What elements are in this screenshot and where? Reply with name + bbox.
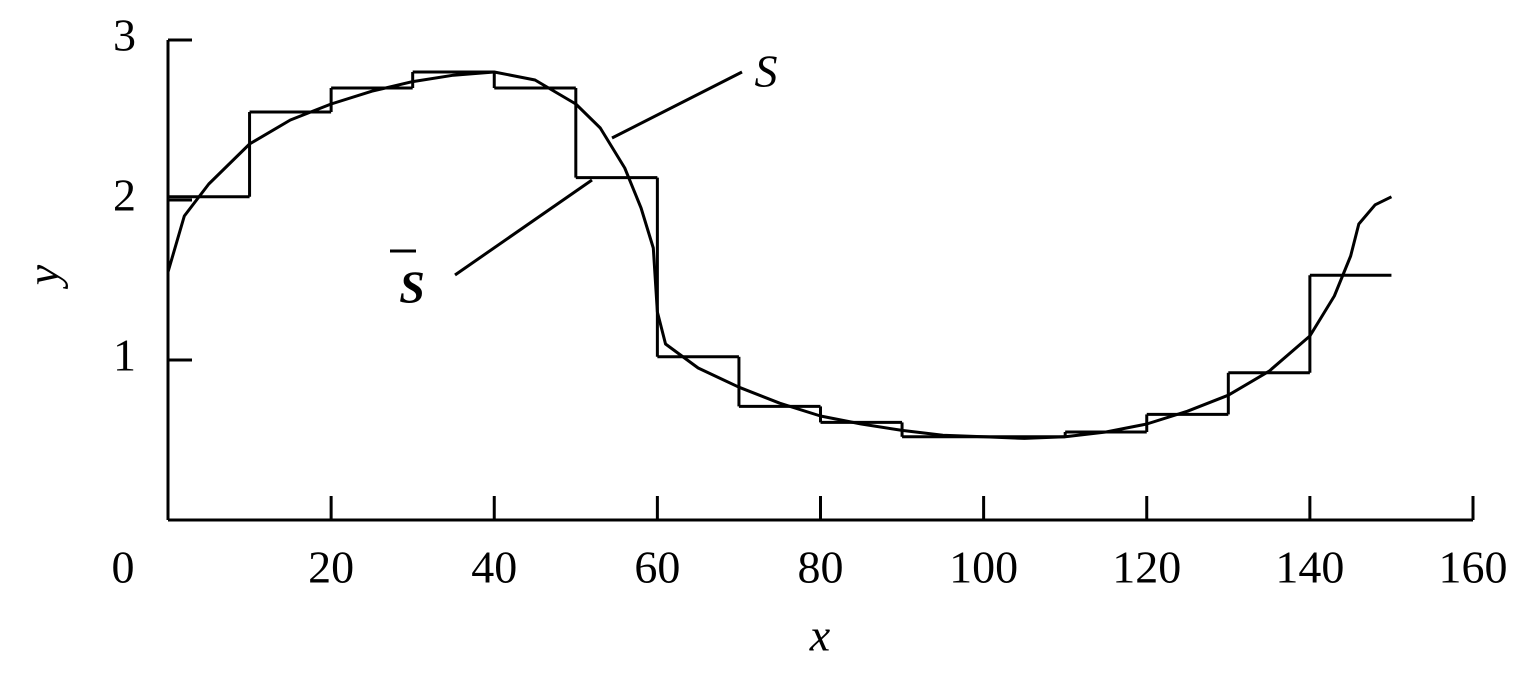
annotation: S (755, 46, 778, 97)
y-axis-label: y (18, 264, 69, 289)
x-tick-label: 120 (1112, 542, 1181, 593)
x-tick-label: 100 (949, 542, 1018, 593)
x-axis-label: x (809, 610, 831, 661)
y-tick-label: 1 (113, 330, 136, 381)
x-tick-label: 160 (1439, 542, 1508, 593)
x-tick-label: 40 (471, 542, 517, 593)
x-tick-label: 20 (308, 542, 354, 593)
annotation: S (399, 262, 425, 313)
x-tick-label: 60 (634, 542, 680, 593)
x-tick-label: 80 (798, 542, 844, 593)
annotation-leader (454, 178, 593, 277)
annotation-leader (611, 70, 743, 140)
y-tick-label: 3 (113, 10, 136, 61)
curve (166, 70, 1393, 440)
x-tick-label: 0 (112, 542, 135, 593)
y-tick-label: 2 (113, 170, 136, 221)
x-tick-label: 140 (1275, 542, 1344, 593)
